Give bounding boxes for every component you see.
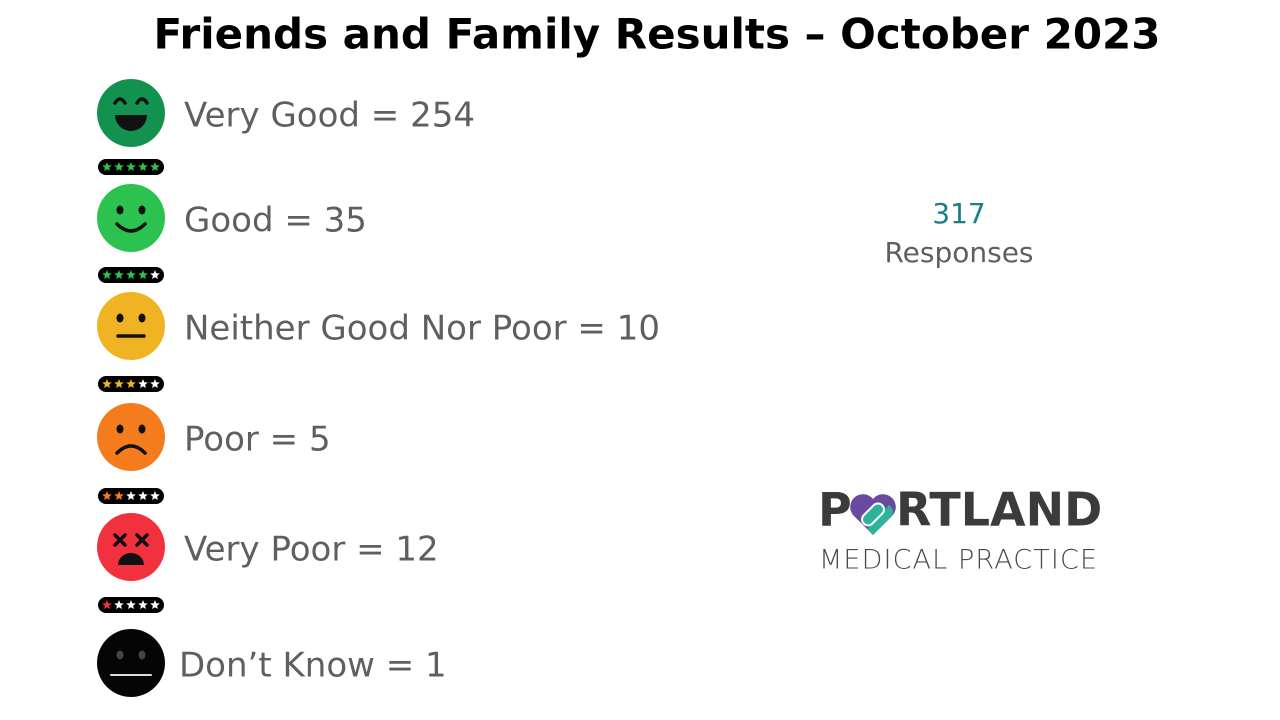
pill: [861, 502, 885, 527]
mouth: [115, 115, 147, 131]
eye: [113, 533, 127, 547]
eye: [116, 424, 124, 434]
star: [138, 379, 148, 388]
rating-text: Poor = 5: [184, 420, 331, 460]
star: [126, 600, 136, 609]
star-badge: [98, 488, 164, 504]
face: [97, 403, 165, 471]
star: [114, 379, 124, 388]
mouth: [115, 222, 147, 233]
heart-accent: [867, 505, 894, 535]
face-circle: [97, 79, 165, 147]
logo: P RTLAND MEDICAL PRACTICE: [818, 483, 1102, 576]
eye: [135, 533, 149, 547]
star: [102, 600, 112, 609]
star: [102, 270, 112, 279]
eye: [113, 97, 127, 105]
rating-text: Don’t Know = 1: [179, 646, 447, 686]
logo-end: RTLAND: [896, 483, 1102, 537]
star-badge: [98, 159, 164, 175]
eye: [116, 205, 124, 215]
face: [97, 629, 165, 697]
face: [97, 513, 165, 581]
star: [126, 270, 136, 279]
eye: [135, 97, 149, 105]
eye: [138, 650, 146, 660]
face-circle: [97, 629, 165, 697]
star: [102, 162, 112, 171]
star: [150, 600, 160, 609]
star: [114, 600, 124, 609]
face: [97, 79, 165, 147]
star: [150, 379, 160, 388]
star: [126, 162, 136, 171]
face-circle: [97, 403, 165, 471]
response-label: Responses: [884, 236, 1033, 269]
rating-text: Very Poor = 12: [184, 530, 439, 570]
rating-list: Very Good = 254 Good = 35 Neither Good Nor…: [97, 79, 660, 697]
star: [150, 162, 160, 171]
eye: [138, 424, 146, 434]
star: [114, 491, 124, 500]
rating-text: Good = 35: [184, 201, 367, 241]
face-circle: [97, 184, 165, 252]
face-circle: [97, 292, 165, 360]
face-circle: [97, 513, 165, 581]
logo-tagline: MEDICAL PRACTICE: [819, 545, 1097, 576]
face: [97, 292, 165, 360]
star: [138, 270, 148, 279]
response-count: 317: [932, 197, 985, 230]
title: Friends and Family Results – October 202…: [154, 10, 1161, 59]
logo-heart: [850, 494, 896, 535]
star: [150, 491, 160, 500]
star: [126, 491, 136, 500]
mouth: [118, 553, 144, 565]
eye: [138, 205, 146, 215]
star-badge: [98, 376, 164, 392]
eye: [116, 313, 124, 323]
face: [97, 184, 165, 252]
rating-text: Very Good = 254: [184, 96, 475, 136]
star: [126, 379, 136, 388]
logo-start: P: [818, 483, 852, 537]
star: [150, 270, 160, 279]
rating-text: Neither Good Nor Poor = 10: [184, 309, 660, 349]
mouth: [115, 444, 147, 455]
star: [138, 162, 148, 171]
eye: [138, 313, 146, 323]
star-badge: [98, 267, 164, 283]
star: [138, 491, 148, 500]
star: [114, 162, 124, 171]
star: [138, 600, 148, 609]
eye: [116, 650, 124, 660]
star-badge: [98, 597, 164, 613]
star: [102, 379, 112, 388]
star: [102, 491, 112, 500]
star: [114, 270, 124, 279]
